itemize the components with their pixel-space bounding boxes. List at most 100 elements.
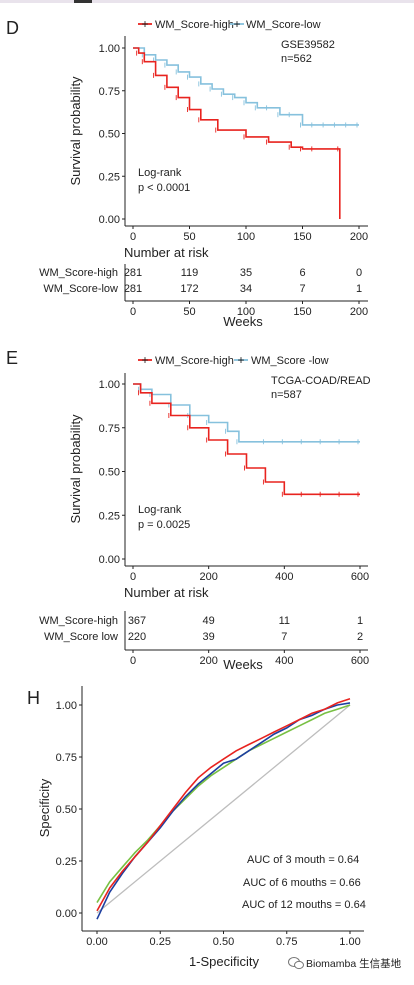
d-risk-values: 281 281 119 172 35 34 6 7 0 1 <box>124 267 362 295</box>
y-tick-label: 0.75 <box>99 423 120 435</box>
y-tick-label: 1.00 <box>99 43 120 55</box>
x-tick-label: 0.25 <box>150 936 171 948</box>
x-tick-label: 0 <box>130 231 136 243</box>
e-x-ticks: 0 200 400 600 <box>130 566 369 583</box>
x-tick-label: 150 <box>293 306 311 318</box>
x-tick-label: 0.00 <box>86 936 107 948</box>
x-tick-label: 200 <box>350 231 368 243</box>
risk-low-value: 172 <box>180 283 198 295</box>
d-y-axis-title: Survival probability <box>68 76 83 186</box>
d-x-ticks: 0 50 100 150 200 <box>130 226 368 243</box>
series-high-line <box>133 47 341 219</box>
legend-low-label: WM_Score-low <box>246 19 321 31</box>
auc-12-label: AUC of 12 mouths = 0.64 <box>242 899 366 911</box>
risk-low-value: 7 <box>299 283 305 295</box>
watermark: Biomamba 生信基地 <box>288 957 402 970</box>
d-risk-title: Number at risk <box>124 245 209 260</box>
legend-low-label: WM_Score -low <box>251 355 329 367</box>
y-tick-label: 0.50 <box>99 129 120 141</box>
e-pvalue: p = 0.0025 <box>138 519 190 531</box>
legend-high-label: WM_Score-high <box>155 355 234 367</box>
d-risk-label-high: WM_Score-high <box>39 267 118 279</box>
d-risk-label-low: WM_Score-low <box>43 283 118 295</box>
y-tick-label: 0.50 <box>99 467 120 479</box>
risk-low-value: 220 <box>128 631 146 643</box>
e-y-ticks: 0.00 0.25 0.50 0.75 1.00 <box>99 379 125 566</box>
legend-high-label: WM_Score-high <box>155 19 234 31</box>
d-pvalue: p < 0.0001 <box>138 182 190 194</box>
x-tick-label: 50 <box>183 231 195 243</box>
risk-low-value: 1 <box>356 283 362 295</box>
d-n: n=562 <box>281 53 312 65</box>
x-tick-label: 200 <box>350 306 368 318</box>
e-n: n=587 <box>271 389 302 401</box>
e-curves <box>133 383 360 497</box>
legend-low-marker: + <box>233 17 240 31</box>
risk-low-value: 281 <box>124 283 142 295</box>
panel-e-letter: E <box>6 348 18 368</box>
e-risk-title: Number at risk <box>124 585 209 600</box>
x-tick-label: 600 <box>351 571 369 583</box>
risk-high-value: 1 <box>357 615 363 627</box>
e-x-axis-title: Weeks <box>223 657 263 672</box>
watermark-text: Biomamba 生信基地 <box>306 957 402 970</box>
y-tick-label: 0.00 <box>99 214 120 226</box>
y-tick-label: 0.25 <box>56 856 77 868</box>
risk-high-value: 0 <box>356 267 362 279</box>
legend-high-marker: + <box>141 17 148 31</box>
y-tick-label: 1.00 <box>56 700 77 712</box>
e-risk-label-high: WM_Score-high <box>39 615 118 627</box>
panel-d: D + WM_Score-high + WM_Score-low 0.00 0.2… <box>6 17 368 329</box>
panel-h: H 0.00 0.25 0.50 0.75 1.00 0.00 0.25 0.50 0.75 1… <box>27 686 366 969</box>
x-tick-label: 400 <box>275 655 293 667</box>
x-tick-label: 0 <box>130 571 136 583</box>
e-cohort: TCGA-COAD/READ <box>271 375 371 387</box>
risk-high-value: 35 <box>240 267 252 279</box>
y-tick-label: 0.75 <box>56 752 77 764</box>
wechat-icon <box>288 957 304 970</box>
y-tick-label: 0.50 <box>56 804 77 816</box>
h-y-axis-title: Specificity <box>37 778 52 837</box>
x-tick-label: 0.50 <box>213 936 234 948</box>
risk-low-value: 2 <box>357 631 363 643</box>
x-tick-label: 50 <box>183 306 195 318</box>
risk-high-value: 281 <box>124 267 142 279</box>
legend-high-marker: + <box>141 353 148 367</box>
x-tick-label: 0.75 <box>276 936 297 948</box>
top-strip-mark <box>74 0 92 3</box>
d-y-ticks: 0.00 0.25 0.50 0.75 1.00 <box>99 43 125 226</box>
h-x-ticks: 0.00 0.25 0.50 0.75 1.00 <box>86 931 361 948</box>
h-curves <box>96 698 351 920</box>
d-curves <box>133 47 359 219</box>
e-risk-label-low: WM_Score low <box>44 631 118 643</box>
x-tick-label: 600 <box>351 655 369 667</box>
roc-curve-auc6 <box>96 698 351 912</box>
x-tick-label: 100 <box>237 231 255 243</box>
e-risk-x-ticks: 0 200 400 600 <box>130 650 369 667</box>
e-risk-values: 367 220 49 39 11 7 1 2 <box>128 615 363 643</box>
d-cohort: GSE39582 <box>281 39 335 51</box>
auc-3-label: AUC of 3 mouth = 0.64 <box>247 854 359 866</box>
y-tick-label: 0.00 <box>56 908 77 920</box>
auc-6-label: AUC of 6 mouths = 0.66 <box>243 877 361 889</box>
y-tick-label: 1.00 <box>99 379 120 391</box>
reference-diagonal <box>96 704 351 914</box>
d-x-axis-title: Weeks <box>223 314 263 329</box>
panel-d-letter: D <box>6 18 19 38</box>
d-logrank-label: Log-rank <box>138 167 182 179</box>
risk-low-value: 7 <box>281 631 287 643</box>
e-logrank-label: Log-rank <box>138 504 182 516</box>
d-risk-x-ticks: 0 50 100 150 200 <box>130 301 368 318</box>
series-high-line <box>133 383 360 496</box>
h-x-axis-title: 1-Specificity <box>189 954 260 969</box>
y-tick-label: 0.25 <box>99 171 120 183</box>
h-y-ticks: 0.00 0.25 0.50 0.75 1.00 <box>56 700 82 920</box>
y-tick-label: 0.75 <box>99 86 120 98</box>
panel-e: E + WM_Score-high + WM_Score -low 0.000.… <box>6 348 371 672</box>
top-strip <box>0 0 414 3</box>
x-tick-label: 150 <box>293 231 311 243</box>
x-tick-label: 200 <box>199 655 217 667</box>
legend-low-marker: + <box>237 353 244 367</box>
risk-high-value: 11 <box>279 615 290 627</box>
